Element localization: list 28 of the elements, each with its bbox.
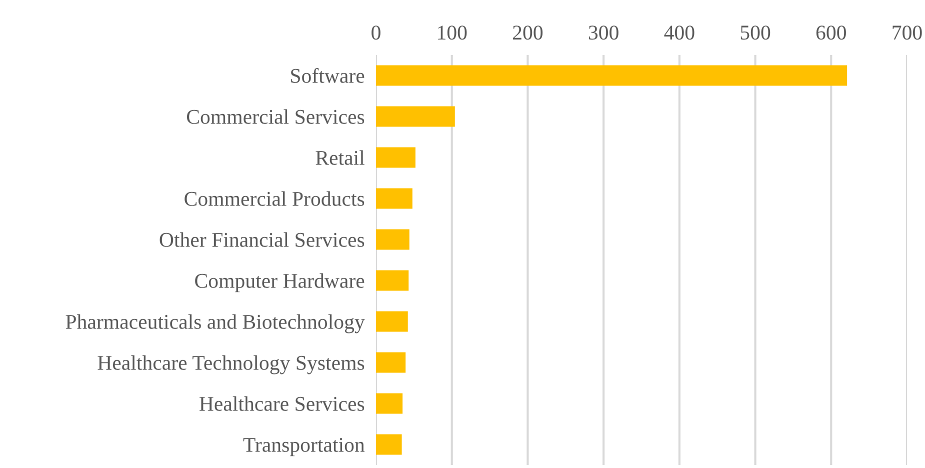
- y-tick-label: Retail: [316, 150, 364, 165]
- bar: [376, 352, 406, 373]
- bar: [376, 311, 408, 332]
- y-tick-label: Transportation: [243, 438, 365, 456]
- y-tick-label: Healthcare Services: [199, 396, 364, 411]
- y-tick-label: Computer Hardware: [195, 273, 364, 292]
- y-tick-label: Healthcare Technology Systems: [98, 355, 364, 374]
- bar: [376, 106, 455, 127]
- x-tick-label: 600: [816, 26, 846, 40]
- y-tick-label: Other Financial Services: [160, 232, 364, 247]
- y-tick-label: Pharmaceuticals and Biotechnology: [66, 314, 365, 334]
- y-tick-label: Commercial Services: [186, 109, 364, 124]
- bar: [376, 229, 410, 250]
- bar: [376, 434, 402, 455]
- y-tick-label: Commercial Products: [184, 191, 364, 206]
- bar: [376, 270, 409, 291]
- x-tick-label: 500: [740, 26, 770, 40]
- x-tick-label: 700: [892, 26, 922, 40]
- x-tick-label: 300: [588, 26, 618, 40]
- bar: [376, 188, 412, 209]
- x-tick-label: 200: [513, 26, 543, 40]
- x-tick-label: 400: [664, 26, 694, 40]
- x-tick-label: 0: [372, 26, 380, 40]
- bar: [376, 147, 416, 168]
- y-tick-label: Software: [291, 68, 364, 83]
- bar: [376, 65, 848, 86]
- x-tick-label: 100: [438, 26, 467, 40]
- bar: [376, 393, 403, 414]
